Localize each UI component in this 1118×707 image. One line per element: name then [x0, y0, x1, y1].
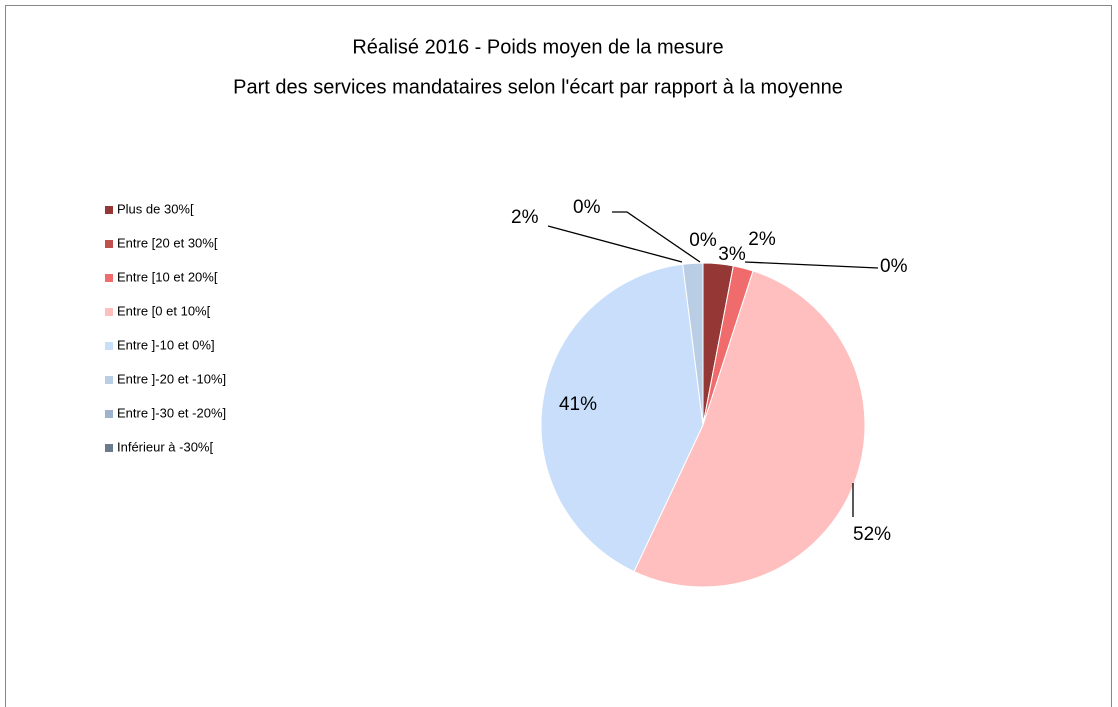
leader-line	[612, 211, 701, 263]
chart-subtitle: Part des services mandataires selon l'éc…	[233, 76, 843, 98]
legend-swatch	[105, 308, 113, 316]
legend-swatch	[105, 410, 113, 418]
legend-swatch	[105, 376, 113, 384]
data-label: 52%	[853, 524, 891, 545]
legend-label: Entre [20 et 30%[	[117, 235, 218, 250]
legend-label: Entre ]-20 et -10%]	[117, 371, 226, 386]
legend-label: Inférieur à -30%[	[117, 439, 213, 454]
data-label: 3%	[718, 244, 746, 265]
legend-swatch	[105, 444, 113, 452]
data-label: 0%	[880, 256, 908, 277]
legend-swatch	[105, 342, 113, 350]
data-label: 41%	[559, 394, 597, 415]
legend-label: Entre [10 et 20%[	[117, 269, 218, 284]
chart-title: Réalisé 2016 - Poids moyen de la mesure	[352, 36, 723, 58]
legend-swatch	[105, 274, 113, 282]
data-label: 2%	[511, 207, 539, 228]
data-label: 0%	[573, 197, 601, 218]
leader-line	[547, 225, 683, 263]
legend-label: Entre ]-10 et 0%]	[117, 337, 215, 352]
legend-swatch	[105, 240, 113, 248]
legend-label: Entre ]-30 et -20%]	[117, 405, 226, 420]
data-label: 2%	[748, 229, 776, 250]
pie-slice	[540, 263, 704, 573]
leader-line	[744, 261, 879, 269]
legend-swatch	[105, 206, 113, 214]
legend-label: Entre [0 et 10%[	[117, 303, 211, 318]
legend-label: Plus de 30%[	[117, 201, 194, 216]
data-label: 0%	[689, 230, 717, 251]
